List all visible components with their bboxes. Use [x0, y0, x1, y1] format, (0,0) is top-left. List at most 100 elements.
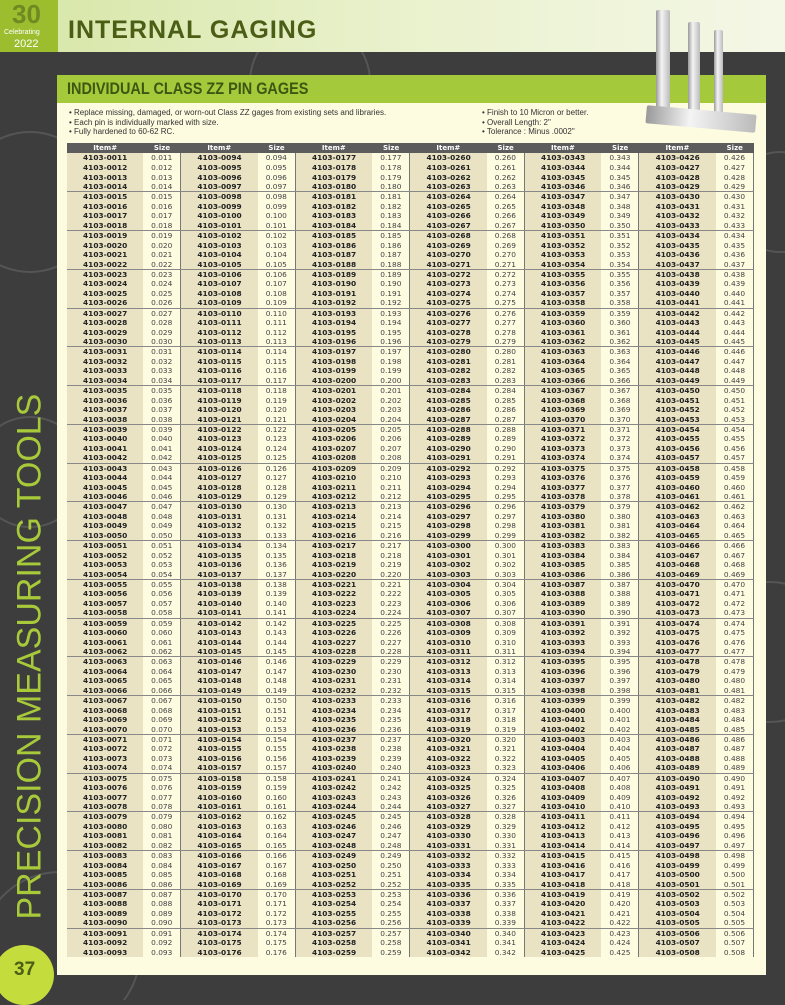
size-cell: 0.399 [601, 695, 640, 706]
item-number-cell: 4103-0399 [524, 695, 602, 706]
size-cell: 0.406 [601, 763, 640, 774]
size-cell: 0.193 [372, 308, 411, 318]
item-number-cell: 4103-0467 [638, 550, 717, 560]
size-cell: 0.050 [143, 530, 182, 541]
item-number-cell: 4103-0099 [180, 201, 258, 212]
item-number-cell: 4103-0366 [524, 375, 602, 386]
table-row: 4103-0093 0.093 4103-0176 0.176 4103-0259 0.2… [67, 947, 755, 958]
size-cell: 0.209 [372, 463, 411, 473]
size-cell: 0.307 [486, 608, 525, 619]
size-cell: 0.278 [486, 327, 525, 338]
size-cell: 0.066 [143, 685, 182, 696]
size-cell: 0.233 [372, 695, 411, 706]
item-number-cell: 4103-0369 [524, 404, 602, 415]
table-row: 4103-0085 0.085 4103-0168 0.168 4103-0251 0.2… [67, 869, 755, 880]
item-number-cell: 4103-0110 [180, 308, 258, 318]
size-cell: 0.237 [372, 734, 411, 744]
item-number-cell: 4103-0131 [180, 511, 258, 522]
item-number-cell: 4103-0331 [409, 840, 487, 851]
item-number-cell: 4103-0019 [67, 230, 144, 241]
size-cell: 0.027 [143, 308, 182, 318]
item-number-cell: 4103-0306 [409, 598, 487, 609]
size-cell: 0.330 [486, 831, 525, 841]
item-number-cell: 4103-0222 [295, 588, 373, 599]
item-number-cell: 4103-0258 [295, 937, 373, 948]
item-number-cell: 4103-0104 [180, 249, 258, 260]
size-cell: 0.400 [601, 705, 640, 715]
size-cell: 0.386 [601, 569, 640, 580]
size-cell: 0.262 [486, 172, 525, 183]
item-number-cell: 4103-0299 [409, 530, 487, 541]
size-cell: 0.332 [486, 850, 525, 861]
size-cell: 0.125 [257, 453, 296, 464]
item-number-cell: 4103-0487 [638, 743, 717, 754]
size-cell: 0.432 [716, 211, 755, 221]
item-number-cell: 4103-0493 [638, 802, 717, 813]
table-row: 4103-0033 0.033 4103-0116 0.116 4103-0199 0.1… [67, 366, 755, 376]
item-number-cell: 4103-0225 [295, 618, 373, 628]
size-cell: 0.349 [601, 211, 640, 221]
size-cell: 0.286 [486, 404, 525, 415]
table-row: 4103-0042 0.042 4103-0125 0.125 4103-0208 0.2… [67, 453, 755, 464]
item-number-cell: 4103-0414 [524, 840, 602, 851]
size-cell: 0.164 [257, 831, 296, 841]
size-cell: 0.100 [257, 211, 296, 221]
size-cell: 0.475 [716, 627, 755, 638]
size-cell: 0.101 [257, 220, 296, 231]
item-number-cell: 4103-0418 [524, 879, 602, 890]
item-number-cell: 4103-0012 [67, 162, 144, 173]
size-cell: 0.089 [143, 908, 182, 919]
item-number-cell: 4103-0266 [409, 211, 487, 221]
item-number-cell: 4103-0503 [638, 898, 717, 909]
item-number-cell: 4103-0373 [524, 443, 602, 454]
size-cell: 0.324 [486, 773, 525, 783]
size-cell: 0.502 [716, 889, 755, 899]
size-cell: 0.047 [143, 501, 182, 512]
size-cell: 0.030 [143, 337, 182, 348]
item-number-cell: 4103-0172 [180, 908, 258, 919]
size-cell: 0.245 [372, 811, 411, 822]
item-number-cell: 4103-0445 [638, 337, 717, 348]
item-number-cell: 4103-0143 [180, 627, 258, 638]
size-cell: 0.415 [601, 850, 640, 861]
table-row: 4103-0017 0.017 4103-0100 0.100 4103-0183 0.1… [67, 211, 755, 221]
item-header: Item# [67, 143, 144, 153]
page-number-badge: 37 [0, 945, 54, 1005]
size-cell: 0.464 [716, 521, 755, 531]
size-cell: 0.275 [486, 298, 525, 309]
item-number-cell: 4103-0420 [524, 898, 602, 909]
item-number-cell: 4103-0474 [638, 618, 717, 628]
size-cell: 0.439 [716, 278, 755, 289]
item-number-cell: 4103-0015 [67, 191, 144, 202]
size-cell: 0.274 [486, 288, 525, 299]
item-number-cell: 4103-0132 [180, 521, 258, 531]
size-cell: 0.305 [486, 588, 525, 599]
item-number-cell: 4103-0125 [180, 453, 258, 464]
item-number-cell: 4103-0461 [638, 492, 717, 503]
item-number-cell: 4103-0238 [295, 743, 373, 754]
item-number-cell: 4103-0180 [295, 182, 373, 193]
size-cell: 0.374 [601, 453, 640, 464]
table-row: 4103-0045 0.045 4103-0128 0.128 4103-0211 0.2… [67, 482, 755, 493]
size-cell: 0.087 [143, 889, 182, 899]
table-row: 4103-0047 0.047 4103-0130 0.130 4103-0213 0.2… [67, 501, 755, 512]
item-number-cell: 4103-0032 [67, 356, 144, 367]
size-cell: 0.470 [716, 579, 755, 589]
table-row: 4103-0092 0.092 4103-0175 0.175 4103-0258 0.2… [67, 937, 755, 948]
size-cell: 0.293 [486, 472, 525, 483]
item-number-cell: 4103-0284 [409, 385, 487, 396]
item-number-cell: 4103-0161 [180, 802, 258, 813]
item-number-cell: 4103-0121 [180, 414, 258, 425]
size-cell: 0.477 [716, 647, 755, 658]
item-number-cell: 4103-0151 [180, 705, 258, 715]
item-number-cell: 4103-0480 [638, 676, 717, 686]
item-number-cell: 4103-0504 [638, 908, 717, 919]
size-cell: 0.040 [143, 433, 182, 444]
size-cell: 0.061 [143, 637, 182, 648]
size-cell: 0.438 [716, 269, 755, 279]
size-cell: 0.297 [486, 511, 525, 522]
size-cell: 0.407 [601, 773, 640, 783]
size-cell: 0.197 [372, 346, 411, 357]
size-cell: 0.458 [716, 463, 755, 473]
size-cell: 0.329 [486, 821, 525, 832]
